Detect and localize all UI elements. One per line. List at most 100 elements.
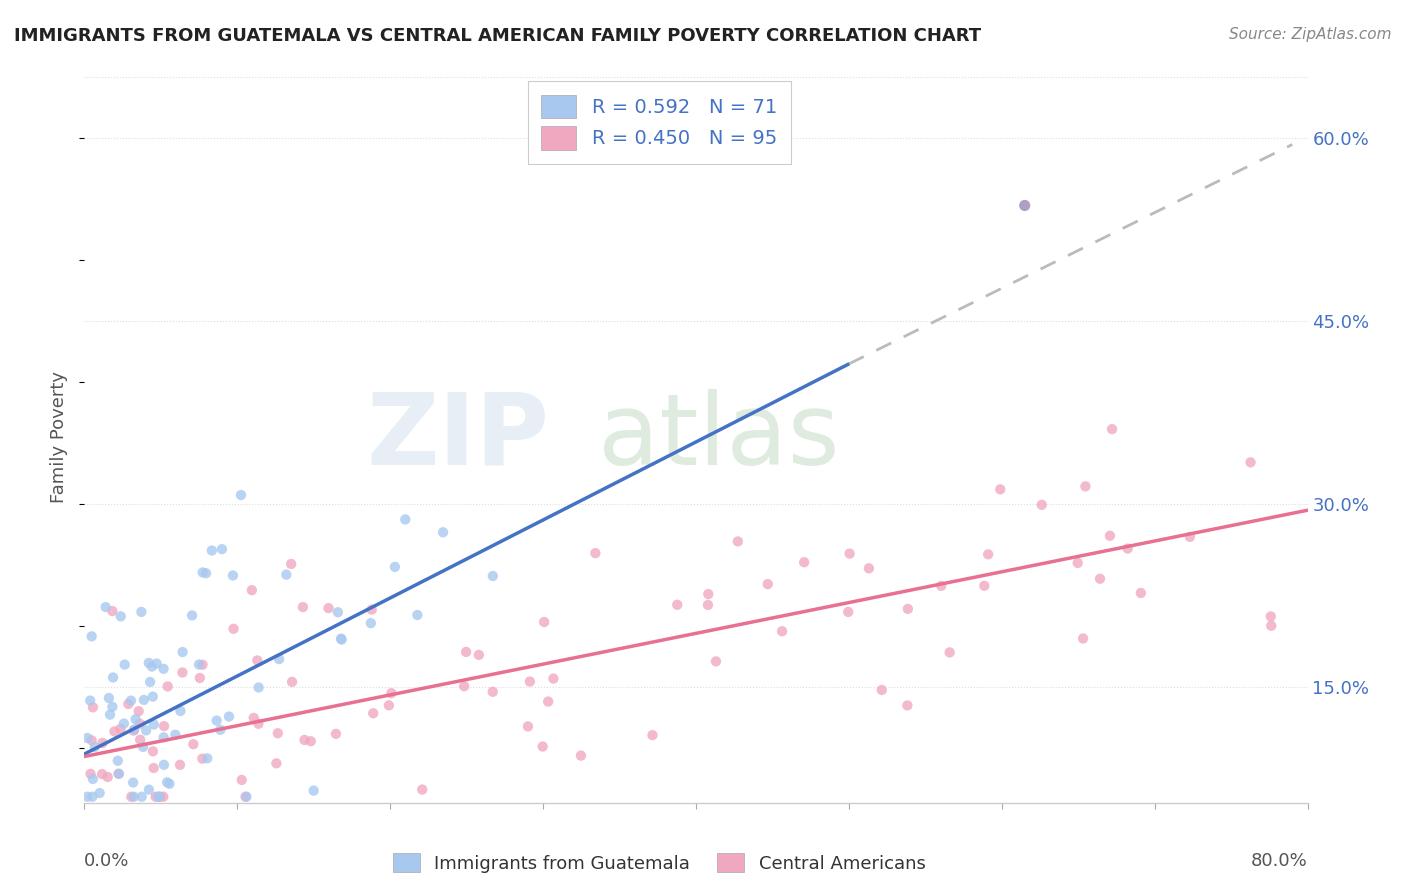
Point	[101, 699, 124, 714]
Point	[454, 645, 477, 659]
Point	[897, 602, 920, 616]
Point	[191, 657, 214, 672]
Point	[80, 733, 103, 747]
Point	[89, 786, 111, 800]
Point	[142, 744, 165, 758]
Point	[91, 767, 114, 781]
Point	[142, 761, 165, 775]
Point	[1239, 455, 1261, 469]
Point	[896, 698, 918, 713]
Point	[569, 748, 592, 763]
Point	[82, 700, 104, 714]
Point	[129, 732, 152, 747]
Point	[122, 723, 145, 738]
Point	[235, 789, 257, 804]
Point	[516, 719, 538, 733]
Point	[125, 712, 148, 726]
Point	[211, 542, 233, 557]
Point	[1088, 572, 1111, 586]
Point	[195, 566, 218, 581]
Point	[247, 716, 270, 731]
Point	[977, 547, 1000, 561]
Text: atlas: atlas	[598, 389, 839, 485]
Point	[276, 567, 298, 582]
Point	[152, 789, 174, 804]
Point	[247, 681, 270, 695]
Point	[468, 648, 491, 662]
Point	[1071, 632, 1094, 646]
Point	[1260, 619, 1282, 633]
Point	[770, 624, 793, 639]
Point	[432, 525, 454, 540]
Point	[188, 657, 211, 672]
Point	[704, 654, 727, 668]
Point	[266, 756, 288, 771]
Point	[138, 782, 160, 797]
Point	[181, 608, 204, 623]
Point	[172, 665, 194, 680]
Point	[1260, 609, 1282, 624]
Point	[165, 728, 187, 742]
Point	[697, 587, 720, 601]
Point	[291, 600, 314, 615]
Point	[80, 629, 103, 643]
Point	[330, 632, 353, 647]
Point	[120, 789, 142, 804]
Point	[988, 483, 1011, 497]
Point	[482, 569, 505, 583]
Point	[583, 546, 606, 560]
Point	[1116, 541, 1139, 556]
Point	[153, 757, 176, 772]
Point	[280, 557, 302, 571]
Point	[1074, 479, 1097, 493]
Point	[107, 754, 129, 768]
Point	[326, 605, 349, 619]
Point	[302, 783, 325, 797]
Point	[101, 671, 124, 685]
Point	[139, 675, 162, 690]
Point	[94, 600, 117, 615]
Point	[938, 645, 960, 659]
Point	[330, 632, 353, 646]
Point	[519, 674, 541, 689]
Point	[145, 789, 167, 804]
Point	[97, 691, 120, 706]
Point	[531, 739, 554, 754]
Point	[318, 601, 340, 615]
Point	[380, 686, 402, 700]
Point	[361, 706, 384, 721]
Point	[1101, 422, 1123, 436]
Text: IMMIGRANTS FROM GUATEMALA VS CENTRAL AMERICAN FAMILY POVERTY CORRELATION CHART: IMMIGRANTS FROM GUATEMALA VS CENTRAL AME…	[14, 27, 981, 45]
Point	[201, 543, 224, 558]
Point	[98, 707, 121, 722]
Point	[131, 605, 153, 619]
Point	[267, 726, 290, 740]
Point	[858, 561, 880, 575]
Point	[1031, 498, 1053, 512]
Point	[1129, 586, 1152, 600]
Point	[231, 772, 253, 787]
Point	[537, 694, 560, 708]
Point	[122, 775, 145, 789]
Y-axis label: Family Poverty: Family Poverty	[51, 371, 69, 503]
Point	[91, 736, 114, 750]
Point	[110, 722, 132, 736]
Point	[246, 653, 269, 667]
Point	[294, 733, 316, 747]
Point	[1098, 529, 1121, 543]
Point	[128, 716, 150, 731]
Point	[666, 598, 689, 612]
Point	[205, 714, 228, 728]
Point	[235, 789, 257, 804]
Point	[131, 789, 153, 804]
Point	[837, 605, 859, 619]
Point	[114, 657, 136, 672]
Point	[148, 789, 170, 804]
Legend: Immigrants from Guatemala, Central Americans: Immigrants from Guatemala, Central Ameri…	[384, 844, 935, 881]
Point	[112, 716, 135, 731]
Point	[406, 608, 429, 623]
Point	[159, 777, 181, 791]
Point	[543, 672, 565, 686]
Point	[325, 727, 347, 741]
Point	[222, 622, 245, 636]
